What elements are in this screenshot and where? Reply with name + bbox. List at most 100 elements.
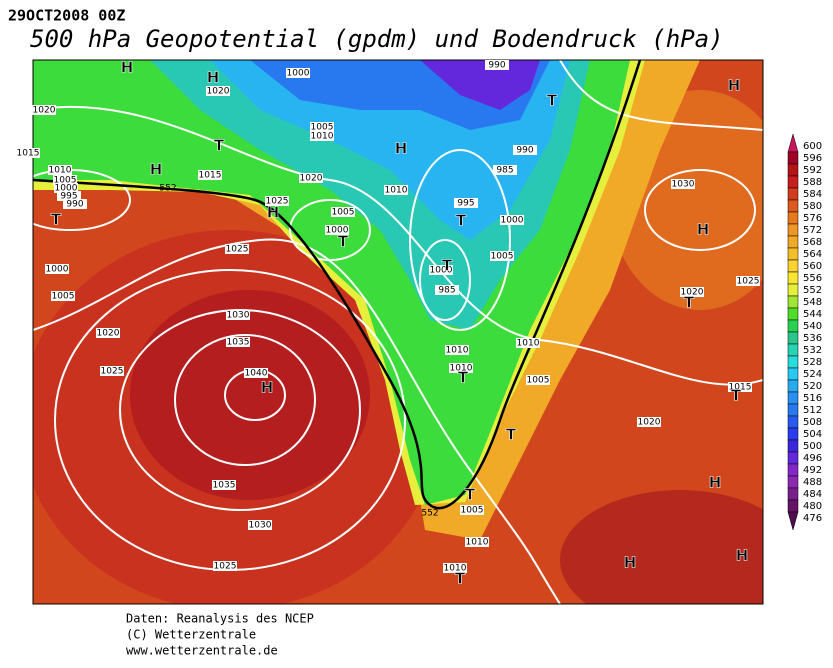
isobar-label: 1015: [729, 383, 752, 393]
colorbar-swatch: [787, 175, 799, 189]
isobar-label-bg: [299, 173, 323, 183]
isobar-label: 1020: [33, 106, 56, 116]
isobar-label-bg: [728, 382, 752, 392]
isobar-label: 1020: [681, 288, 704, 298]
colorbar-swatch: [787, 163, 799, 177]
isobar-label: 1020: [97, 329, 120, 339]
isobar-label-bg: [736, 276, 760, 286]
colorbar-label: 496: [803, 453, 822, 464]
isobar-label-bg: [454, 198, 478, 208]
isobar-label: 985: [438, 286, 455, 296]
isobar-label: 1010: [466, 538, 489, 548]
isobar-label: 1000: [326, 226, 349, 236]
colorbar-label: 524: [803, 369, 822, 380]
isobar-label: 1010: [444, 564, 467, 574]
isobar-label: 1015: [199, 171, 222, 181]
colorbar-label: 516: [803, 393, 822, 404]
colorbar-label: 548: [803, 297, 822, 308]
colorbar-arrow: [787, 133, 799, 153]
pressure-center: H: [697, 221, 710, 239]
colorbar-swatch: [787, 295, 799, 309]
colorbar-label: 560: [803, 261, 822, 272]
colorbar-swatch: [787, 223, 799, 237]
pressure-center: T: [456, 212, 467, 230]
colorbar-swatch: [787, 271, 799, 285]
colorbar-swatch: [787, 259, 799, 273]
pressure-center: T: [214, 137, 225, 155]
colorbar-swatch: [787, 499, 799, 513]
colorbar-swatch: [787, 319, 799, 333]
isobar-label: 1010: [385, 186, 408, 196]
colorbar-swatch: [787, 331, 799, 345]
isobar-label: 1000: [287, 69, 310, 79]
isobar-label-bg: [325, 225, 349, 235]
colorbar-label: 480: [803, 501, 822, 512]
colorbar-label: 528: [803, 357, 822, 368]
date-label: 29OCT2008 00Z: [8, 7, 125, 25]
isobar-label: 1020: [207, 87, 230, 97]
pressure-center: T: [51, 211, 62, 229]
isobar-label-bg: [465, 537, 489, 547]
isobar-label-bg: [680, 287, 704, 297]
pressure-center: T: [458, 369, 469, 387]
footer-line: Daten: Reanalysis des NCEP: [126, 612, 314, 626]
pressure-center: T: [731, 387, 742, 405]
isobar-label: 1005: [54, 176, 77, 186]
map-frame: [32, 59, 764, 605]
isobar-label-bg: [244, 368, 268, 378]
isobar-label-bg: [96, 328, 120, 338]
pressure-center: T: [338, 233, 349, 251]
isobar-label: 1005: [332, 208, 355, 218]
isobar-label-bg: [493, 165, 517, 175]
isobar-label: 1005: [527, 376, 550, 386]
colorbar-label: 564: [803, 249, 822, 260]
colorbar-label: 576: [803, 213, 822, 224]
isobar-label: 990: [66, 200, 83, 210]
isobar-label-bg: [286, 68, 310, 78]
isobar-label: 995: [60, 192, 77, 202]
colorbar-label: 512: [803, 405, 822, 416]
isobar-label: 1035: [227, 338, 250, 348]
isobar-label: 1010: [49, 166, 72, 176]
isobar-label: 990: [488, 61, 505, 71]
colorbar-label: 592: [803, 165, 822, 176]
isobar-label-bg: [265, 196, 289, 206]
isobar-label-bg: [225, 244, 249, 254]
colorbar-swatch: [787, 367, 799, 381]
colorbar-swatch: [787, 403, 799, 417]
isobar-label-bg: [206, 86, 230, 96]
isobar-label: 1005: [311, 123, 334, 133]
pressure-center: H: [121, 59, 134, 77]
contour-label: 552: [159, 184, 176, 194]
isobar-label: 1035: [213, 481, 236, 491]
colorbar-label: 588: [803, 177, 822, 188]
field-darker: [130, 290, 370, 500]
pressure-center: H: [728, 77, 741, 95]
colorbar-label: 536: [803, 333, 822, 344]
colorbar-label: 520: [803, 381, 822, 392]
isobar-label: 1005: [52, 292, 75, 302]
isobar-label: 1000: [46, 265, 69, 275]
colorbar-label: 476: [803, 513, 822, 524]
colorbar-swatch: [787, 439, 799, 453]
colorbar-label: 532: [803, 345, 822, 356]
pressure-center: H: [709, 474, 722, 492]
isobar-label-bg: [490, 251, 514, 261]
colorbar-swatch: [787, 415, 799, 429]
isobar-label-bg: [443, 563, 467, 573]
colorbar-label: 488: [803, 477, 822, 488]
isobar-label-bg: [435, 285, 459, 295]
isobar-label: 1010: [450, 364, 473, 374]
isobar-label: 1020: [638, 418, 661, 428]
colorbar-label: 508: [803, 417, 822, 428]
contour-label: 552: [421, 509, 438, 519]
isobar-label-bg: [57, 191, 81, 201]
colorbar: 6005965925885845805765725685645605565525…: [787, 133, 822, 531]
isobar-label: 1030: [227, 311, 250, 321]
isobar-label-bg: [526, 375, 550, 385]
isobar-label: 1010: [446, 346, 469, 356]
isobar-label: 1000: [430, 266, 453, 276]
isobar-label-bg: [63, 199, 87, 209]
isobar-label-bg: [485, 60, 509, 70]
isobar-label: 1010: [311, 132, 334, 142]
